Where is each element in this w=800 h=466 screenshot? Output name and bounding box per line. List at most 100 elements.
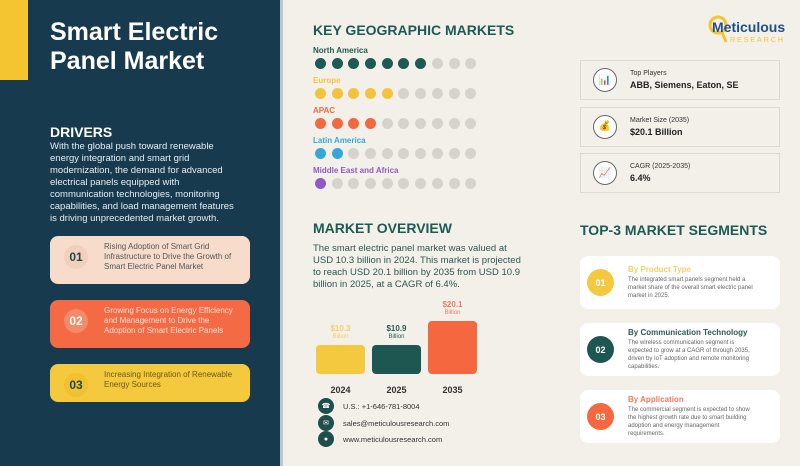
bar-unit: Billion bbox=[388, 334, 405, 340]
dot bbox=[398, 58, 410, 69]
info-value: 6.4% bbox=[630, 173, 651, 183]
dot bbox=[448, 178, 460, 189]
segment-text: The integrated smart panels segment held… bbox=[628, 277, 753, 299]
dot bbox=[415, 58, 427, 69]
dot bbox=[431, 178, 443, 189]
region-dots bbox=[315, 118, 477, 129]
dot bbox=[348, 178, 360, 189]
year-label: 2035 bbox=[442, 385, 463, 395]
segment-title: By Product Type bbox=[628, 265, 691, 274]
region-label: APAC bbox=[313, 106, 336, 115]
dot bbox=[448, 148, 460, 159]
info-card: 📊 Top Players ABB, Siemens, Eaton, SE bbox=[580, 60, 780, 100]
segment-number: 03 bbox=[587, 403, 614, 430]
info-card: 💰 Market Size (2035) $20.1 Billion bbox=[580, 106, 780, 147]
dot bbox=[381, 88, 393, 99]
region-label: Middle East and Africa bbox=[313, 166, 399, 175]
driver-number: 02 bbox=[64, 309, 88, 333]
region-dots bbox=[315, 178, 477, 189]
bar-chart-icon: 📊 bbox=[593, 68, 617, 92]
bar-value: $20.1 bbox=[442, 300, 463, 309]
dot bbox=[381, 118, 393, 129]
dot bbox=[331, 58, 343, 69]
geo-heading: KEY GEOGRAPHIC MARKETS bbox=[313, 22, 515, 38]
globe-icon: ● bbox=[318, 431, 334, 447]
bar-label: $10.9 Billion bbox=[372, 325, 421, 341]
bar-unit: Billion bbox=[332, 334, 349, 340]
driver-text: Growing Focus on Energy Efficiency and M… bbox=[104, 306, 233, 335]
bar-label: $20.1 Billion bbox=[428, 301, 477, 317]
phone-icon: ☎ bbox=[318, 398, 334, 414]
dot bbox=[448, 88, 460, 99]
segment-card: 03 By Application The commercial segment i… bbox=[580, 390, 780, 443]
bar-2025 bbox=[372, 345, 421, 374]
driver-card: 03 Increasing Integration of Renewable En… bbox=[50, 364, 250, 402]
dot bbox=[431, 58, 443, 69]
bar-2024 bbox=[316, 345, 365, 374]
info-text: Top Players ABB, Siemens, Eaton, SE bbox=[630, 70, 739, 90]
dot bbox=[331, 148, 343, 159]
dot bbox=[415, 118, 427, 129]
dot bbox=[315, 88, 326, 99]
drivers-heading: DRIVERS bbox=[50, 124, 113, 140]
contact-email[interactable]: ✉ sales@meticulousresearch.com bbox=[318, 415, 449, 431]
bar-unit: Billion bbox=[444, 310, 461, 316]
dot bbox=[431, 148, 443, 159]
dot bbox=[365, 58, 377, 69]
info-label: CAGR (2025-2035) bbox=[630, 163, 691, 170]
info-value: $20.1 Billion bbox=[630, 126, 683, 137]
segment-body: By Communication Technology The wireless … bbox=[628, 328, 756, 371]
dot bbox=[398, 178, 410, 189]
dot bbox=[315, 118, 326, 129]
dot bbox=[465, 58, 477, 69]
dot bbox=[465, 148, 477, 159]
dot bbox=[398, 148, 410, 159]
info-label: Market Size (2035) bbox=[630, 116, 690, 124]
segment-number: 01 bbox=[587, 269, 614, 296]
bar-label: $10.3 Billion bbox=[316, 325, 365, 341]
dot bbox=[348, 148, 360, 159]
growth-chart-icon: 📈 bbox=[593, 161, 617, 185]
dot bbox=[415, 178, 427, 189]
dot bbox=[398, 118, 410, 129]
svg-text:Meticulous: Meticulous bbox=[712, 19, 785, 35]
contact-website[interactable]: ● www.meticulousresearch.com bbox=[318, 431, 442, 447]
segment-body: By Application The commercial segment is … bbox=[628, 395, 756, 438]
contact-phone[interactable]: ☎ U.S.: +1-646-781-8004 bbox=[318, 398, 420, 414]
driver-number: 01 bbox=[64, 245, 88, 269]
dot bbox=[381, 148, 393, 159]
year-label: 2025 bbox=[386, 385, 407, 395]
bar-value: $10.9 bbox=[386, 324, 407, 333]
dot bbox=[315, 58, 326, 69]
segment-card: 02 By Communication Technology The wireles… bbox=[580, 323, 780, 376]
email-icon: ✉ bbox=[318, 415, 334, 431]
dot bbox=[348, 118, 360, 129]
bar-2035 bbox=[428, 321, 477, 374]
info-label: Top Players bbox=[630, 70, 667, 77]
info-value: ABB, Siemens, Eaton, SE bbox=[630, 80, 739, 90]
dot bbox=[365, 178, 377, 189]
segment-card: 01 By Product Type The integrated smart pa… bbox=[580, 256, 780, 309]
logo: Meticulous RESEARCH bbox=[708, 12, 788, 48]
segment-body: By Product Type The integrated smart pane… bbox=[628, 265, 756, 300]
dot bbox=[415, 88, 427, 99]
dot bbox=[465, 118, 477, 129]
driver-text: Rising Adoption of Smart Grid Infrastruc… bbox=[104, 242, 232, 271]
dot bbox=[431, 118, 443, 129]
drivers-text: With the global push toward renewable en… bbox=[50, 141, 234, 224]
bar-value: $10.3 bbox=[330, 324, 351, 333]
dot bbox=[431, 88, 443, 99]
region-label: North America bbox=[313, 46, 368, 55]
dot bbox=[465, 178, 477, 189]
dot bbox=[365, 148, 377, 159]
dot bbox=[381, 58, 393, 69]
region-label: Latin America bbox=[313, 136, 366, 145]
segment-text: The wireless communication segment is ex… bbox=[628, 340, 750, 370]
dot bbox=[448, 58, 460, 69]
dot bbox=[348, 88, 360, 99]
overview-text: The smart electric panel market was valu… bbox=[313, 243, 521, 290]
dot bbox=[331, 118, 343, 129]
dot bbox=[448, 118, 460, 129]
region-label: Europe bbox=[313, 76, 341, 85]
accent-bar bbox=[0, 0, 28, 80]
